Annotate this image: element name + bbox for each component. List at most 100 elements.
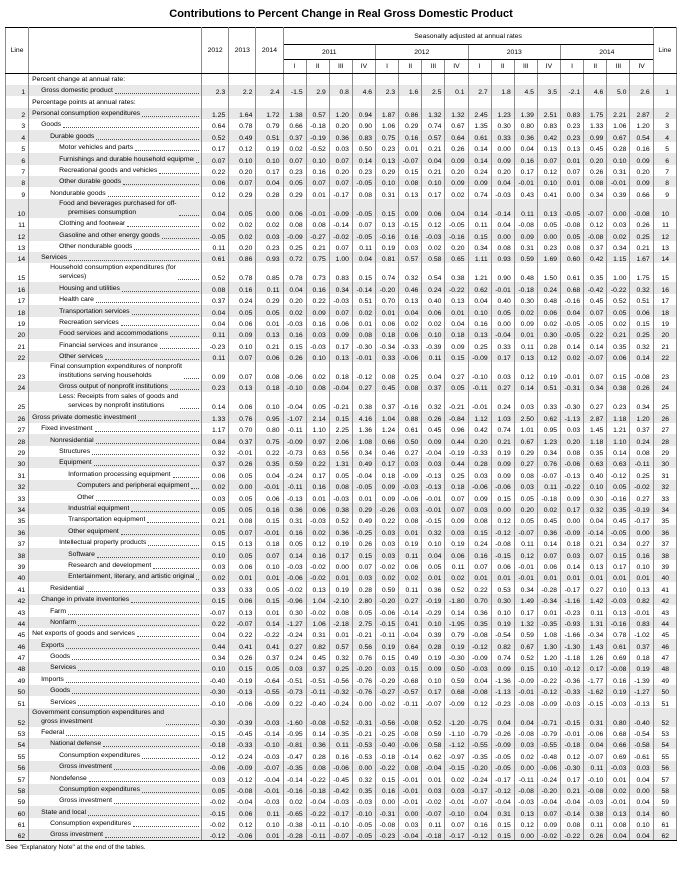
value-cell: -0.45	[228, 726, 257, 739]
value-cell: -0.84	[444, 411, 469, 423]
value-cell: 0.51	[536, 381, 562, 393]
table-row: 26 Gross private domestic investment 1.33 0…	[4, 411, 678, 423]
value-cell: 0.15	[282, 339, 307, 351]
value-cell: 1.31	[583, 616, 608, 628]
line-number-right: 57	[652, 772, 678, 784]
row-label: Farm	[50, 607, 66, 615]
value-cell: 0.29	[398, 119, 423, 131]
value-cell: 0.17	[255, 164, 284, 177]
line-number-left: 50	[4, 684, 30, 697]
value-cell: 0.11	[398, 548, 423, 560]
value-cell: 0.06	[398, 559, 423, 571]
value-cell: 0.13	[375, 217, 400, 230]
line-number-right: 14	[652, 251, 678, 264]
value-cell: -0.07	[201, 605, 230, 617]
value-cell: -0.08	[228, 783, 257, 795]
value-cell	[255, 96, 284, 108]
value-cell: 0.02	[255, 217, 284, 230]
value-cell: 0.23	[560, 119, 585, 131]
row-label-cell: Services	[28, 662, 203, 674]
value-cell: 0.09	[536, 817, 562, 830]
value-cell: 0.06	[444, 548, 469, 560]
table-row: 51 Services -0.10 -0.06 -0.09 0.22 -0.40 -0.24 0…	[4, 696, 678, 708]
value-cell: -0.04	[421, 760, 446, 773]
row-label: Goods	[50, 653, 71, 661]
value-cell: 0.13	[606, 605, 631, 617]
value-cell: 0.14	[282, 548, 307, 560]
value-cell: 0.01	[629, 570, 654, 583]
value-cell: 0.20	[513, 502, 538, 514]
value-cell: -0.14	[398, 605, 423, 617]
value-cell: 2.87	[583, 411, 608, 423]
value-cell: 1.01	[513, 422, 538, 435]
value-cell: 0.78	[282, 263, 307, 283]
value-cell: -0.97	[444, 749, 469, 761]
value-cell: 2.4	[255, 84, 284, 97]
value-cell: 0.15	[606, 362, 631, 382]
value-cell: 2.21	[606, 107, 631, 120]
value-cell: 0.09	[375, 491, 400, 503]
value-cell: 1.67	[629, 251, 654, 264]
value-cell: 0.01	[255, 829, 284, 842]
value-cell: 0.02	[513, 305, 538, 317]
value-cell: 0.29	[513, 445, 538, 458]
value-cell: 0.49	[351, 514, 377, 526]
line-number-right: 29	[652, 445, 678, 458]
dotted-leader	[94, 431, 200, 433]
row-label: Gross investment	[50, 831, 104, 839]
value-cell: 0.90	[490, 263, 515, 283]
value-cell: 0.15	[467, 229, 492, 241]
line-number-right: 47	[652, 650, 678, 663]
value-cell: 0.14	[629, 350, 654, 363]
value-cell: 0.07	[444, 502, 469, 514]
value-cell: -0.17	[629, 514, 654, 526]
value-cell: 0.02	[282, 141, 307, 154]
value-cell: 0.35	[606, 339, 631, 351]
value-cell	[560, 73, 585, 85]
value-cell: 0.13	[228, 605, 257, 617]
value-cell: 1.04	[375, 411, 400, 423]
table-row: 16 Housing and utilities 0.08 0.16 0.11 0.04 0…	[4, 282, 678, 294]
value-cell: 0.54	[421, 263, 446, 283]
line-number-left: 14	[4, 251, 30, 264]
value-cell	[421, 73, 446, 85]
row-label-cell: Services	[28, 696, 203, 708]
value-cell: -1.16	[560, 593, 585, 606]
value-cell: -0.01	[513, 176, 538, 188]
value-cell: 0.06	[255, 350, 284, 363]
value-cell: 0.23	[351, 164, 377, 177]
value-cell: 0.09	[398, 198, 423, 218]
value-cell	[560, 96, 585, 108]
value-cell: -0.01	[629, 605, 654, 617]
value-cell: 0.32	[629, 339, 654, 351]
value-cell: 0.07	[536, 548, 562, 560]
table-row: 58 Consumption expenditures 0.05 -0.08 -0.01…	[4, 783, 678, 795]
value-cell: 0.19	[444, 639, 469, 651]
value-cell: -0.06	[328, 760, 353, 773]
line-number-right: 31	[652, 468, 678, 480]
value-cell: 0.18	[375, 468, 400, 480]
value-cell: 0.74	[375, 263, 400, 283]
line-number-left: 20	[4, 327, 30, 340]
value-cell: -0.09	[282, 434, 307, 446]
value-cell: 1.06	[375, 119, 400, 131]
value-cell: 0.44	[444, 434, 469, 446]
value-cell: 0.02	[560, 350, 585, 363]
dotted-leader	[166, 723, 200, 725]
value-cell: 0.36	[328, 130, 353, 142]
value-cell: -0.04	[328, 381, 353, 393]
value-cell	[282, 96, 307, 108]
value-cell: 0.29	[282, 187, 307, 199]
value-cell: -0.07	[228, 616, 257, 628]
value-cell: 0.88	[398, 411, 423, 423]
dotted-leader	[169, 336, 200, 338]
row-label-cell: Nondefense	[28, 772, 203, 784]
value-cell: 0.19	[490, 445, 515, 458]
row-label: Federal	[41, 729, 65, 737]
value-cell: -0.06	[201, 760, 230, 773]
value-cell: 0.30	[282, 605, 307, 617]
table-header: Line 2012 2013 2014 Seasonally adjusted …	[4, 27, 678, 74]
value-cell: 0.08	[513, 468, 538, 480]
value-cell: 0.08	[305, 217, 330, 230]
row-label-cell: Goods	[28, 684, 203, 697]
